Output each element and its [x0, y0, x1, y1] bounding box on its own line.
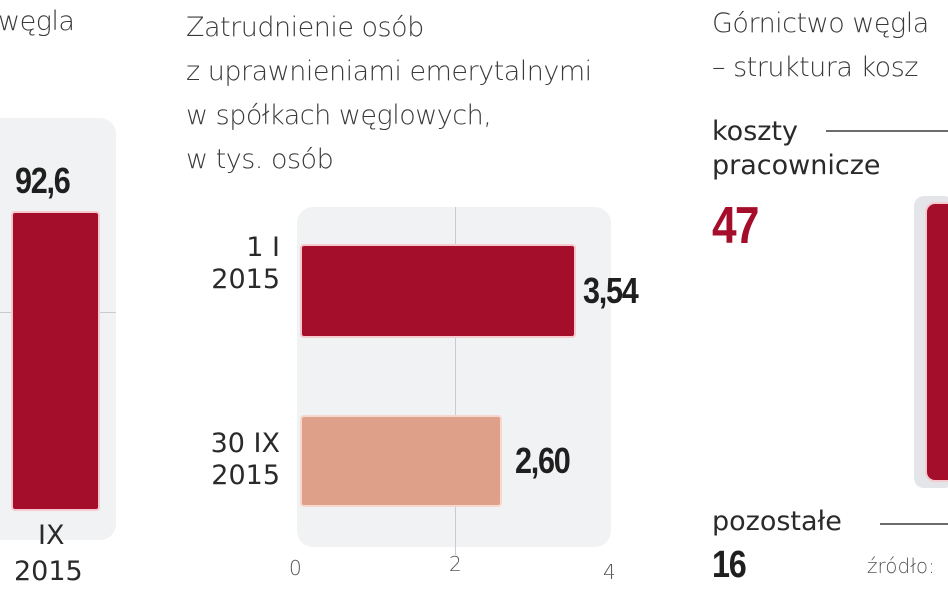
x-tick-2: 2 [449, 552, 462, 576]
leader-line-bottom [880, 523, 948, 525]
bar1-category-line2: 2015 [211, 264, 280, 295]
bar1-value: 3,54 [583, 270, 639, 311]
label-koszty-line1: koszty [712, 116, 798, 147]
x-tick-4: 4 [603, 560, 616, 584]
left-bar-value: 92,6 [15, 160, 71, 201]
gridline-2 [455, 207, 456, 555]
right-title-line: – struktura kosz [712, 52, 918, 83]
left-panel-title: węgla [0, 6, 75, 37]
bar2-category: 30 IX 2015 [190, 428, 280, 492]
middle-panel-title: Zatrudnienie osób z uprawnieniami emeryt… [186, 6, 592, 182]
bar-30-ix-2015 [300, 415, 502, 507]
stacked-bar-koszty-pracownicze [925, 202, 948, 482]
middle-title-line: z uprawnieniami emerytalnymi [186, 56, 592, 87]
left-bar [11, 211, 100, 511]
bar2-category-line1: 30 IX [210, 428, 280, 459]
label-koszty-pracownicze: koszty pracownicze [712, 115, 880, 183]
bar-1-i-2015 [300, 244, 576, 338]
left-bar-category-line2: 2015 [14, 556, 83, 587]
middle-title-line: w spółkach węglowych, [186, 100, 492, 131]
middle-title-line: Zatrudnienie osób [186, 12, 424, 43]
right-title-line: Górnictwo węgla [712, 8, 929, 39]
source-label: źródło: [867, 554, 935, 578]
right-panel-title: Górnictwo węgla – struktura kosz [712, 2, 929, 90]
value-koszty-pracownicze: 47 [712, 197, 759, 255]
bar2-category-line2: 2015 [211, 460, 280, 491]
bar1-category-line1: 1 I [246, 232, 280, 263]
left-bar-category-line1: IX [38, 520, 65, 551]
value-pozostale: 16 [712, 544, 747, 586]
label-pozostale: pozostałe [712, 506, 842, 537]
leader-line-top [826, 130, 948, 132]
middle-title-line: w tys. osób [186, 144, 334, 175]
label-koszty-line2: pracownicze [712, 150, 881, 181]
x-tick-0: 0 [289, 556, 302, 580]
bar2-value: 2,60 [515, 440, 571, 481]
bar1-category: 1 I 2015 [190, 232, 280, 296]
